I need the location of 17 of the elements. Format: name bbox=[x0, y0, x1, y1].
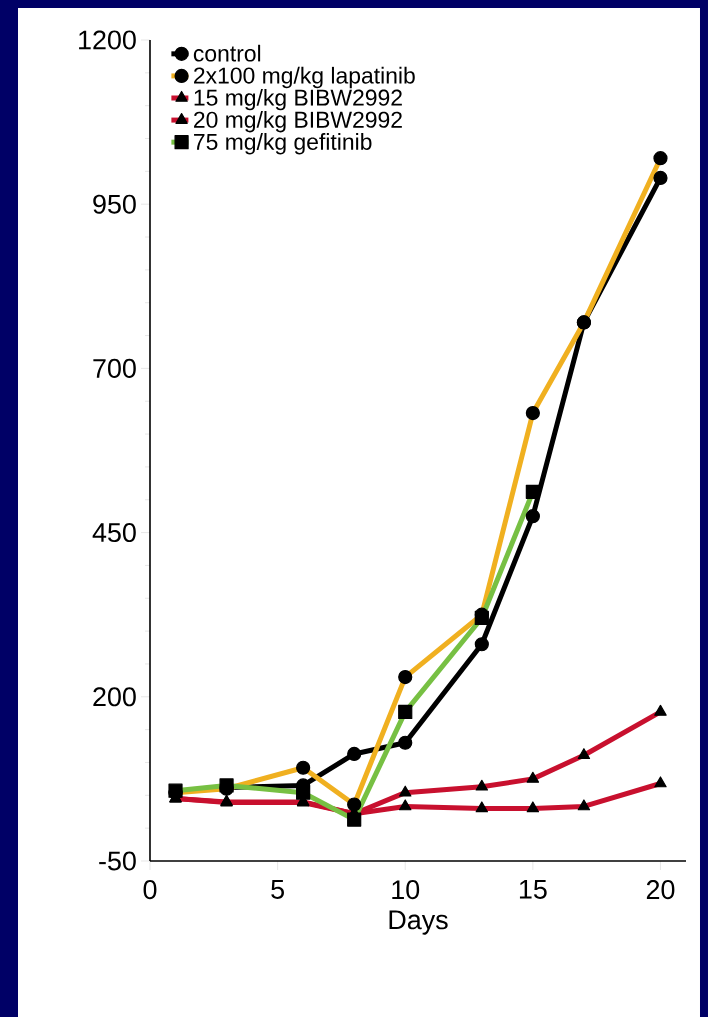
legend-label: 75 mg/kg gefitinib bbox=[194, 133, 372, 155]
x-axis-title: Days bbox=[389, 910, 448, 935]
y-tick-label: 950 bbox=[93, 194, 136, 214]
x-tick-label: 0 bbox=[143, 880, 157, 900]
x-tick-label: 10 bbox=[392, 880, 420, 900]
y-tick-label: 450 bbox=[92, 523, 136, 543]
x-tick-label: 5 bbox=[271, 880, 284, 899]
y-tick-label: -50 bbox=[99, 851, 136, 871]
legend-label: control bbox=[193, 44, 261, 62]
legend-label: 2x100 mg/kg lapatinib bbox=[194, 66, 415, 89]
legend-label: 15 mg/kg BIBW2992 bbox=[194, 88, 402, 111]
x-tick-label: 15 bbox=[519, 880, 547, 899]
y-tick-label: 700 bbox=[93, 358, 136, 378]
legend-label: 20 mg/kg BIBW2992 bbox=[194, 111, 402, 133]
y-tick-label: 1200 bbox=[79, 30, 136, 50]
x-tick-label: 20 bbox=[646, 880, 675, 900]
y-tick-label: 200 bbox=[93, 687, 136, 707]
